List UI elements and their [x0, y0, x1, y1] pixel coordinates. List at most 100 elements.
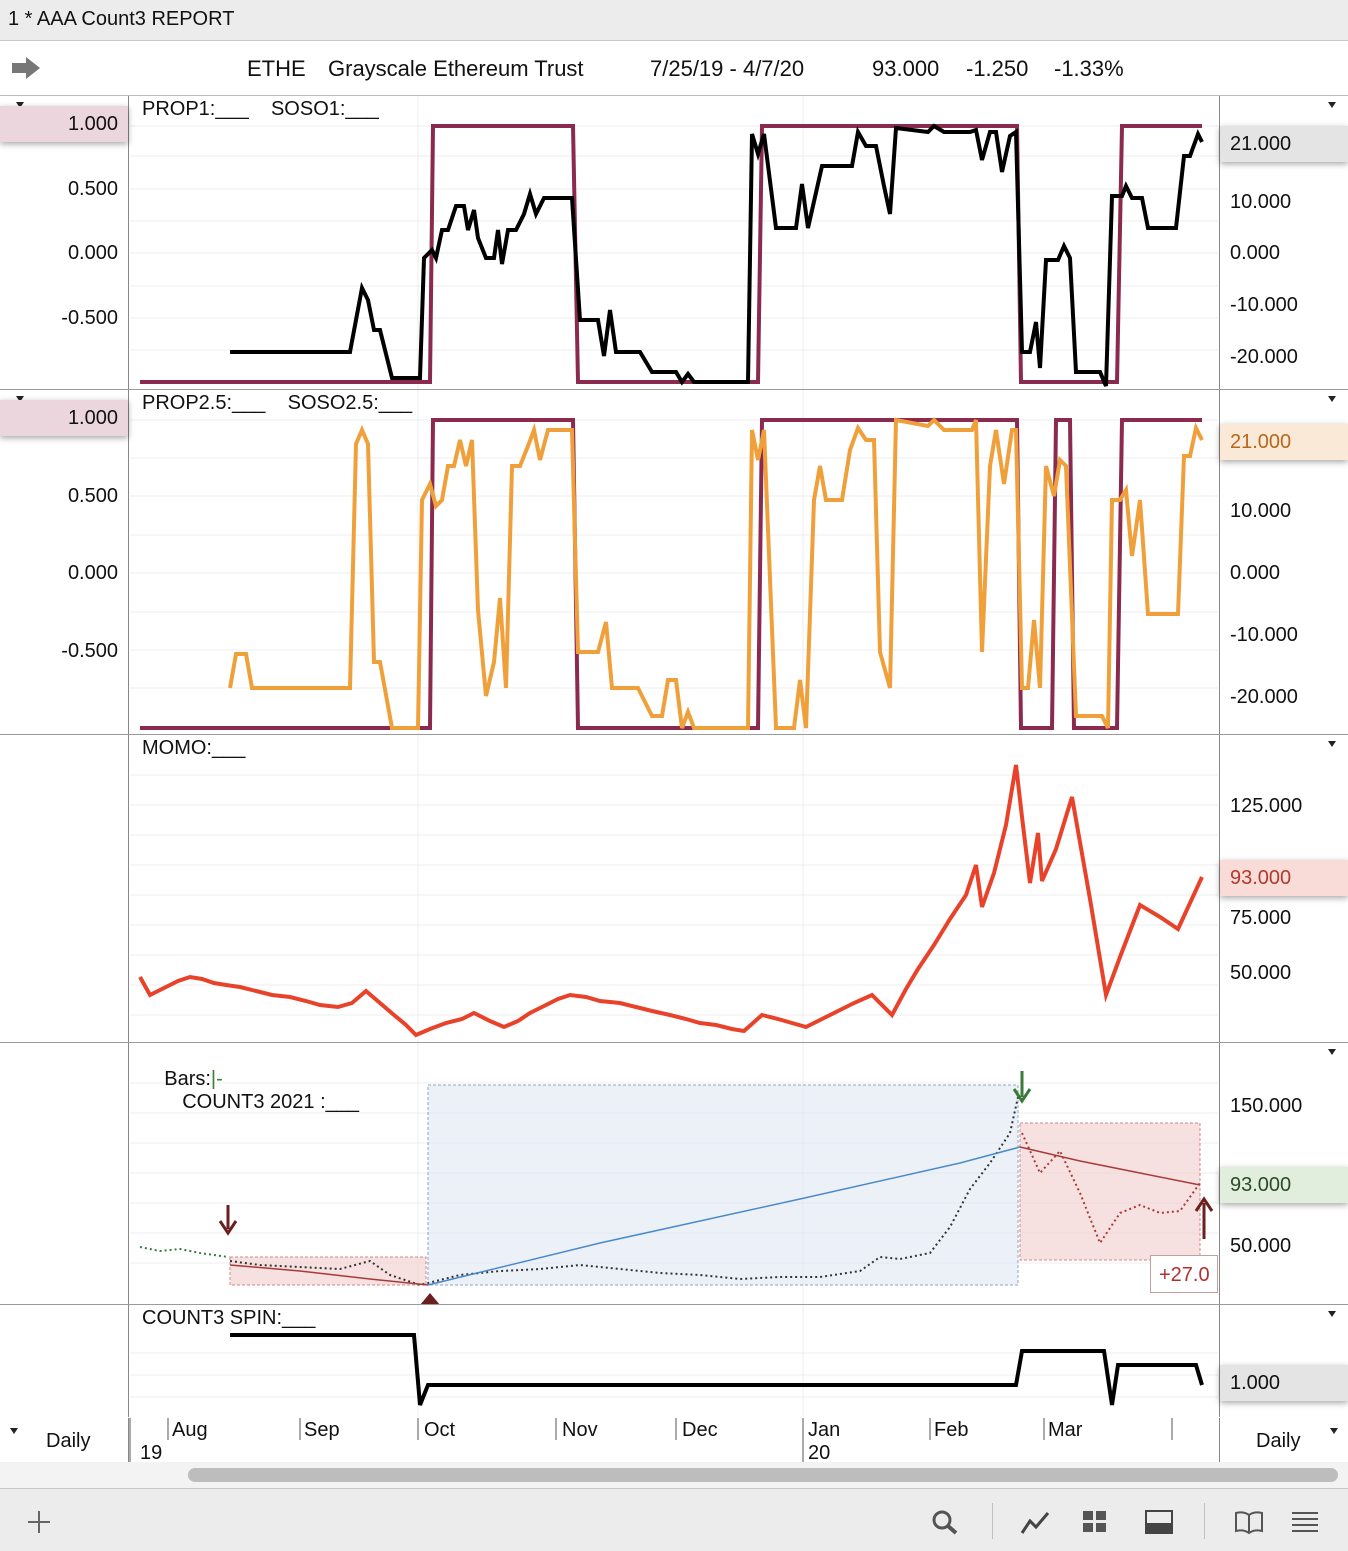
momo-line — [138, 764, 1204, 1038]
pane-prop1[interactable]: 1.000 0.500 0.000 -0.500 21.000 10.000 0… — [0, 96, 1348, 390]
month-label: Nov — [562, 1419, 598, 1441]
count3-down-1 — [229, 1264, 429, 1286]
grid-icon[interactable] — [1080, 1509, 1110, 1535]
period-label: Daily — [1256, 1430, 1301, 1452]
spin-plot[interactable] — [0, 1305, 1348, 1417]
pane-prop25[interactable]: 1.000 0.500 0.000 -0.500 21.000 10.000 0… — [0, 390, 1348, 735]
y-tick: 10.000 — [1230, 191, 1292, 213]
year-label: 20 — [808, 1442, 831, 1464]
gain-label: +27.0 — [1150, 1255, 1218, 1293]
month-label: Feb — [934, 1419, 969, 1441]
count-box-down-2 — [1019, 1122, 1201, 1261]
pane-momo[interactable]: 125.000 93.000 75.000 50.000 MOMO:___ — [0, 735, 1348, 1043]
prop1-line — [230, 123, 1204, 387]
y-tick: 0.000 — [67, 242, 118, 264]
bars-symbol: |- — [210, 1068, 223, 1090]
y-tick: -20.000 — [1230, 686, 1298, 708]
left-axis — [0, 1305, 129, 1417]
month-label: Dec — [682, 1419, 718, 1441]
prop25-line — [228, 417, 1204, 730]
pane-menu-icon[interactable] — [1328, 1049, 1336, 1055]
date-range: 7/25/19 - 4/7/20 — [650, 56, 805, 81]
y-tick: -0.500 — [61, 640, 118, 662]
pane-menu-icon[interactable] — [1328, 741, 1336, 747]
book-icon[interactable] — [1234, 1509, 1264, 1535]
pane-spin[interactable]: 1.000 COUNT3 SPIN:___ — [0, 1305, 1348, 1417]
last-price: 93.000 — [872, 56, 940, 81]
right-badge: 93.000 — [1220, 860, 1348, 896]
y-tick: 150.000 — [1230, 1095, 1303, 1117]
month-label: Oct — [424, 1419, 456, 1441]
list-icon[interactable] — [1290, 1509, 1320, 1535]
prop1-plot[interactable] — [0, 96, 1348, 389]
pane-title: MOMO:___ — [142, 737, 246, 759]
left-badge: 1.000 — [0, 106, 128, 142]
right-badge: 21.000 — [1220, 126, 1348, 162]
pane-title: Bars:|- COUNT3 2021 :___ — [142, 1045, 359, 1137]
pane-menu-icon[interactable] — [16, 396, 24, 402]
y-tick: 0.500 — [67, 178, 118, 200]
arrow-right-icon[interactable] — [10, 55, 44, 81]
y-tick: 10.000 — [1230, 500, 1292, 522]
y-tick: 75.000 — [1230, 907, 1292, 929]
price-bars-late — [1021, 1132, 1201, 1246]
pane-title: PROP2.5:___ SOSO2.5:___ — [142, 392, 413, 414]
right-axis: 150.000 93.000 50.000 — [1219, 1043, 1348, 1304]
up-marker-icon — [420, 1293, 440, 1304]
pane-count3[interactable]: 150.000 93.000 50.000 +27.0 Bars:|- COUN… — [0, 1043, 1348, 1305]
pane-menu-icon[interactable] — [1328, 396, 1336, 402]
period-left[interactable]: Daily — [0, 1418, 129, 1462]
window-title: 1 * AAA Count3 REPORT — [8, 8, 235, 30]
y-tick: 50.000 — [1230, 1235, 1292, 1257]
period-menu-icon[interactable] — [10, 1428, 18, 1434]
prop25-plot[interactable] — [0, 390, 1348, 734]
left-axis: 1.000 0.500 0.000 -0.500 — [0, 390, 129, 734]
month-label: Aug — [172, 1419, 208, 1441]
bottom-toolbar — [0, 1488, 1348, 1551]
spin-line — [230, 1333, 1204, 1406]
line-chart-icon[interactable] — [1020, 1509, 1050, 1535]
horizontal-scrollbar[interactable] — [0, 1462, 1348, 1488]
y-tick: 0.000 — [67, 562, 118, 584]
year-label: 19 — [140, 1442, 163, 1464]
y-tick: -10.000 — [1230, 294, 1298, 316]
toolbar-separator — [1204, 1503, 1205, 1539]
y-tick: -20.000 — [1230, 346, 1298, 368]
left-axis — [0, 735, 129, 1042]
chart-header: ETHE Grayscale Ethereum Trust 7/25/19 - … — [0, 41, 1348, 96]
left-axis — [0, 1043, 129, 1304]
plus-icon[interactable] — [24, 1509, 54, 1535]
y-tick: 0.000 — [1230, 562, 1281, 584]
scroll-thumb[interactable] — [188, 1468, 1338, 1482]
y-tick: 125.000 — [1230, 795, 1303, 817]
left-axis: 1.000 0.500 0.000 -0.500 — [0, 96, 129, 389]
window-titlebar: 1 * AAA Count3 REPORT — [0, 0, 1348, 41]
right-axis: 21.000 10.000 0.000 -10.000 -20.000 — [1219, 96, 1348, 389]
momo-plot[interactable] — [0, 735, 1348, 1042]
y-tick: 50.000 — [1230, 962, 1292, 984]
soso1-line — [140, 124, 1202, 384]
search-icon[interactable] — [930, 1509, 960, 1535]
y-tick: 0.000 — [1230, 242, 1281, 264]
price-bars-early — [139, 1246, 229, 1258]
period-right[interactable]: Daily — [1219, 1418, 1348, 1462]
y-tick: -0.500 — [61, 307, 118, 329]
right-axis: 1.000 — [1219, 1305, 1348, 1417]
count3-plot[interactable] — [0, 1043, 1348, 1304]
pane-menu-icon[interactable] — [16, 102, 24, 108]
bars-label: Bars: — [164, 1068, 211, 1090]
pane-menu-icon[interactable] — [1328, 102, 1336, 108]
price-change-pct: -1.33% — [1054, 56, 1124, 81]
panel-icon[interactable] — [1144, 1509, 1174, 1535]
right-axis: 125.000 93.000 75.000 50.000 — [1219, 735, 1348, 1042]
right-badge: 21.000 — [1220, 424, 1348, 460]
up-arrow-icon — [1194, 1196, 1214, 1239]
right-badge: 1.000 — [1220, 1365, 1348, 1401]
period-menu-icon[interactable] — [1330, 1428, 1338, 1434]
pane-menu-icon[interactable] — [1328, 1311, 1336, 1317]
y-tick: -10.000 — [1230, 624, 1298, 646]
pane-title: PROP1:___ SOSO1:___ — [142, 98, 379, 120]
count3-up-line — [427, 1146, 1021, 1286]
pane-title: COUNT3 SPIN:___ — [142, 1307, 316, 1329]
count3-down-2 — [1019, 1146, 1201, 1186]
